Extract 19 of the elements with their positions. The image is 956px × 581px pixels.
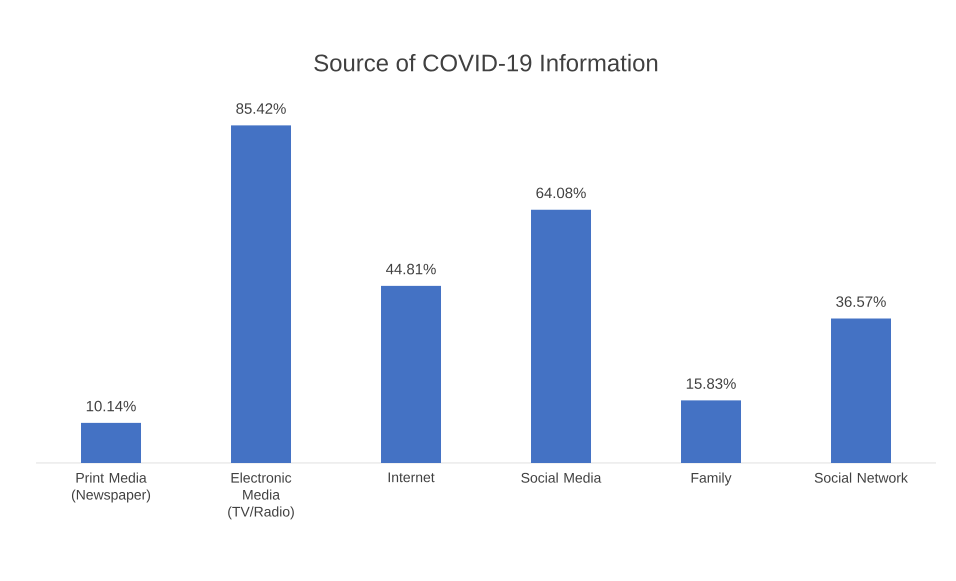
- x-tick-label: Print Media (Newspaper): [72, 472, 150, 502]
- bar: [831, 318, 892, 463]
- bar: [381, 286, 442, 463]
- x-tick-label: Internet: [388, 472, 435, 482]
- bar: [531, 210, 592, 463]
- x-tick-label: Family: [692, 472, 732, 486]
- data-label: 15.83%: [686, 378, 736, 389]
- x-tick-label: Social Network: [814, 472, 908, 483]
- x-tick-label: Social Media: [521, 472, 602, 483]
- data-label: 85.42%: [236, 103, 286, 114]
- data-label: 64.08%: [536, 188, 586, 198]
- bar: [681, 400, 742, 463]
- data-label: 10.14%: [86, 400, 136, 412]
- chart-title: Source of COVID-19 Information: [314, 54, 658, 72]
- bar: [81, 422, 142, 463]
- x-tick-label: Electronic Media (TV/Radio): [228, 472, 294, 520]
- data-label: 44.81%: [386, 264, 436, 274]
- data-label: 36.57%: [836, 296, 886, 307]
- bar: [231, 125, 292, 463]
